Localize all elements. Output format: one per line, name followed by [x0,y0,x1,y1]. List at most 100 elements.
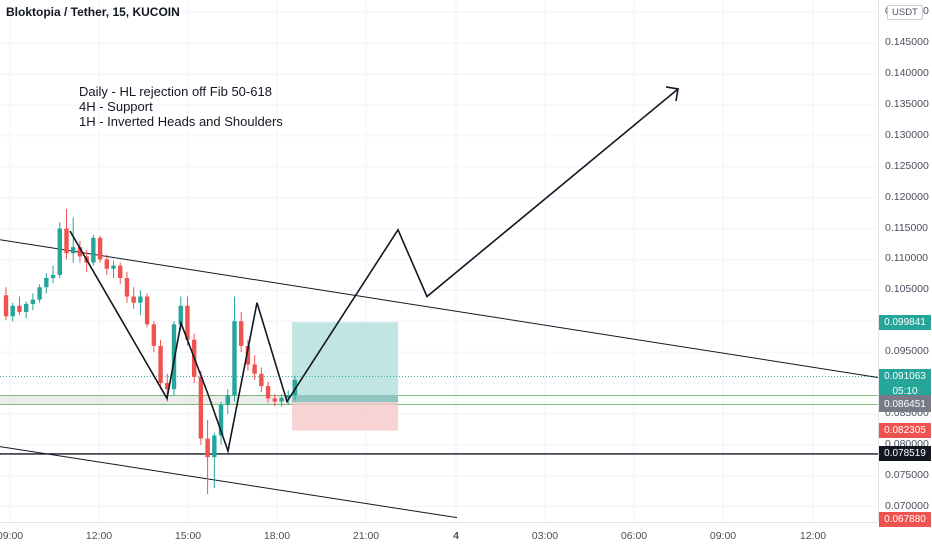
time-tick-label: 09:00 [709,530,737,542]
candle-body [218,404,224,436]
time-axis[interactable]: 09:00 12:00 15:00 18:00 21:00 4 03:00 06:00 09:0… [0,522,878,551]
candle-body [37,287,42,300]
grid-lines [0,0,878,522]
candle-body [44,277,49,288]
candle-body [272,398,277,402]
price-tag: 0.086451 [879,397,931,413]
candle [279,394,284,407]
candle [23,301,29,319]
chart-plot-area[interactable]: Bloktopia / Tether, 15, KUCOIN Daily - H… [0,0,878,522]
candle-body [10,305,15,317]
price-tag: 0.078519 [879,446,931,462]
time-tick-label: 15:00 [174,530,202,542]
time-tick-label: 12:00 [799,530,827,542]
candle-body [144,296,150,325]
time-tick-label: 06:00 [620,530,648,542]
candle-body [57,228,62,275]
candle [252,355,257,380]
price-tick-label: 0.145000 [885,36,929,49]
time-tick-label: 03:00 [531,530,559,542]
position-stop-zone [292,402,398,431]
price-tick-label: 0.130000 [885,128,929,141]
candles-layer [3,208,298,495]
price-axis[interactable]: 0.0700000.0750000.0800000.0850000.090000… [878,0,932,522]
time-tick-label: 18:00 [263,530,291,542]
candle-body [118,265,123,278]
candle [212,432,217,489]
candle-body [279,397,284,402]
annotation-1h: 1H - Inverted Heads and Shoulders [79,114,283,129]
candle [232,296,237,402]
candle-body [104,259,109,269]
time-tick-label: 09:00 [0,530,24,542]
candle [245,339,251,371]
price-tag: 0.082305 [879,423,931,439]
candle [111,260,116,278]
candle [44,273,49,294]
candle [205,420,210,495]
candle [151,321,157,353]
candle-body [265,386,271,399]
pattern-zigzag-projection [69,88,679,454]
price-tick-label: 0.105000 [885,283,929,296]
candle-body [212,435,217,458]
candle [50,265,56,283]
annotation-4h: 4H - Support [79,99,153,114]
currency-button[interactable]: USDT [887,5,923,20]
price-tag: 0.067880 [879,512,931,528]
price-tick-label: 0.110000 [885,252,929,265]
candle-body [165,383,170,390]
candle-body [131,296,136,303]
price-tag: 0.099841 [879,314,931,330]
candle [272,394,277,407]
position-target-zone [292,322,398,403]
candle [104,254,109,275]
time-tick-label: 21:00 [352,530,380,542]
price-tick-label: 0.125000 [885,159,929,172]
candle [64,208,69,260]
time-tick-label: 4 [453,530,459,542]
candle [144,293,150,328]
trendline-lower [0,446,458,519]
candle [265,381,271,403]
candle [185,296,190,346]
annotation-daily: Daily - HL rejection off Fib 50-618 [79,84,272,99]
candle [131,287,136,309]
candle [286,390,291,405]
candle-body [64,228,69,254]
candle [91,234,96,266]
candle-body [158,345,163,384]
candle [124,271,130,303]
candle [37,284,42,303]
candle-body [30,299,36,304]
price-tick-label: 0.115000 [885,221,929,234]
price-tick-label: 0.070000 [885,499,929,512]
candle-body [205,438,210,458]
candle [77,240,83,263]
candle [17,296,22,316]
candle-body [151,324,157,346]
candle-body [245,345,251,365]
candlestick-chart[interactable] [0,0,878,522]
chart-title: Bloktopia / Tether, 15, KUCOIN [6,5,180,19]
candle [97,235,103,263]
candle [138,290,143,316]
price-tick-label: 0.095000 [885,345,929,358]
candle-body [286,395,291,398]
candle [57,222,62,278]
candle-body [3,295,9,317]
candle-body [138,296,143,303]
price-tick-label: 0.075000 [885,468,929,481]
candle-body [50,274,56,278]
candle-body [178,305,183,325]
candle-body [198,376,204,439]
candle-body [232,321,237,396]
candle-body [97,237,103,260]
candle [259,367,264,393]
candle-body [23,303,29,312]
pattern-drawings [69,86,679,454]
price-tick-label: 0.135000 [885,98,929,111]
candle [198,370,204,445]
candle [239,311,244,353]
candle [218,401,224,445]
